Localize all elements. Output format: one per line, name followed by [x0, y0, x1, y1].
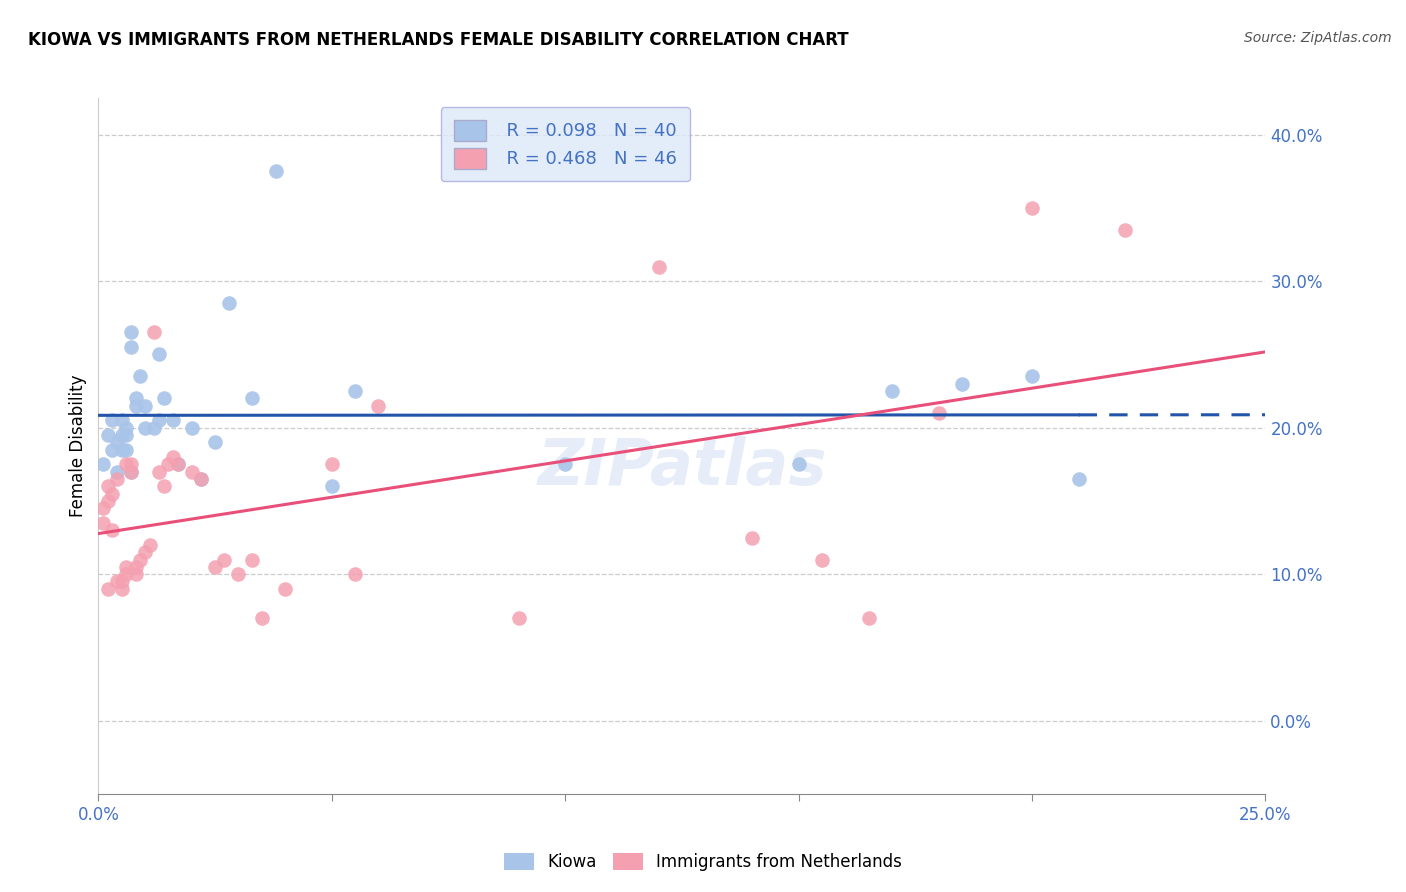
- Point: [97, 428, 120, 442]
- Point: [105, 472, 128, 486]
- Point: [143, 326, 166, 340]
- Point: [120, 465, 142, 479]
- Point: [125, 567, 148, 582]
- Point: [157, 458, 180, 472]
- Point: [1067, 472, 1090, 486]
- Point: [1021, 201, 1043, 215]
- Point: [321, 458, 343, 472]
- Point: [97, 494, 120, 508]
- Point: [367, 399, 389, 413]
- Point: [97, 582, 120, 596]
- Point: [105, 574, 128, 589]
- Point: [101, 486, 124, 500]
- Point: [152, 392, 174, 406]
- Point: [204, 435, 226, 450]
- Point: [344, 384, 367, 398]
- Point: [274, 582, 297, 596]
- Point: [91, 458, 114, 472]
- Point: [152, 479, 174, 493]
- Point: [105, 435, 128, 450]
- Point: [111, 582, 134, 596]
- Point: [162, 413, 184, 427]
- Point: [190, 472, 212, 486]
- Point: [180, 420, 202, 434]
- Point: [125, 392, 148, 406]
- Point: [125, 399, 148, 413]
- Point: [508, 611, 530, 625]
- Point: [264, 164, 287, 178]
- Point: [97, 479, 120, 493]
- Point: [166, 458, 188, 472]
- Point: [129, 552, 152, 566]
- Point: [180, 465, 202, 479]
- Legend:   R = 0.098   N = 40,   R = 0.468   N = 46: R = 0.098 N = 40, R = 0.468 N = 46: [441, 107, 689, 181]
- Point: [125, 559, 148, 574]
- Point: [344, 567, 367, 582]
- Point: [115, 428, 138, 442]
- Point: [1114, 223, 1136, 237]
- Point: [134, 545, 156, 559]
- Point: [162, 450, 184, 464]
- Point: [190, 472, 212, 486]
- Point: [928, 406, 950, 420]
- Point: [787, 458, 810, 472]
- Point: [214, 552, 236, 566]
- Point: [811, 552, 834, 566]
- Point: [242, 392, 264, 406]
- Point: [148, 465, 170, 479]
- Point: [105, 465, 128, 479]
- Y-axis label: Female Disability: Female Disability: [69, 375, 87, 517]
- Point: [91, 501, 114, 516]
- Point: [134, 420, 156, 434]
- Point: [148, 413, 170, 427]
- Point: [134, 399, 156, 413]
- Point: [91, 516, 114, 530]
- Point: [101, 413, 124, 427]
- Point: [115, 420, 138, 434]
- Text: Source: ZipAtlas.com: Source: ZipAtlas.com: [1244, 31, 1392, 45]
- Point: [120, 326, 142, 340]
- Legend: Kiowa, Immigrants from Netherlands: Kiowa, Immigrants from Netherlands: [495, 845, 911, 880]
- Point: [242, 552, 264, 566]
- Point: [111, 442, 134, 457]
- Point: [120, 458, 142, 472]
- Point: [115, 442, 138, 457]
- Text: ZIPatlas: ZIPatlas: [537, 436, 827, 498]
- Point: [218, 296, 240, 310]
- Point: [120, 340, 142, 354]
- Point: [148, 347, 170, 361]
- Text: KIOWA VS IMMIGRANTS FROM NETHERLANDS FEMALE DISABILITY CORRELATION CHART: KIOWA VS IMMIGRANTS FROM NETHERLANDS FEM…: [28, 31, 849, 49]
- Point: [250, 611, 273, 625]
- Point: [143, 420, 166, 434]
- Point: [115, 458, 138, 472]
- Point: [204, 559, 226, 574]
- Point: [101, 523, 124, 537]
- Point: [647, 260, 669, 274]
- Point: [166, 458, 188, 472]
- Point: [880, 384, 903, 398]
- Point: [129, 369, 152, 384]
- Point: [115, 567, 138, 582]
- Point: [228, 567, 250, 582]
- Point: [950, 376, 973, 391]
- Point: [741, 531, 763, 545]
- Point: [101, 442, 124, 457]
- Point: [554, 458, 576, 472]
- Point: [111, 413, 134, 427]
- Point: [115, 559, 138, 574]
- Point: [321, 479, 343, 493]
- Point: [111, 428, 134, 442]
- Point: [858, 611, 880, 625]
- Point: [139, 538, 162, 552]
- Point: [120, 465, 142, 479]
- Point: [1021, 369, 1043, 384]
- Point: [111, 574, 134, 589]
